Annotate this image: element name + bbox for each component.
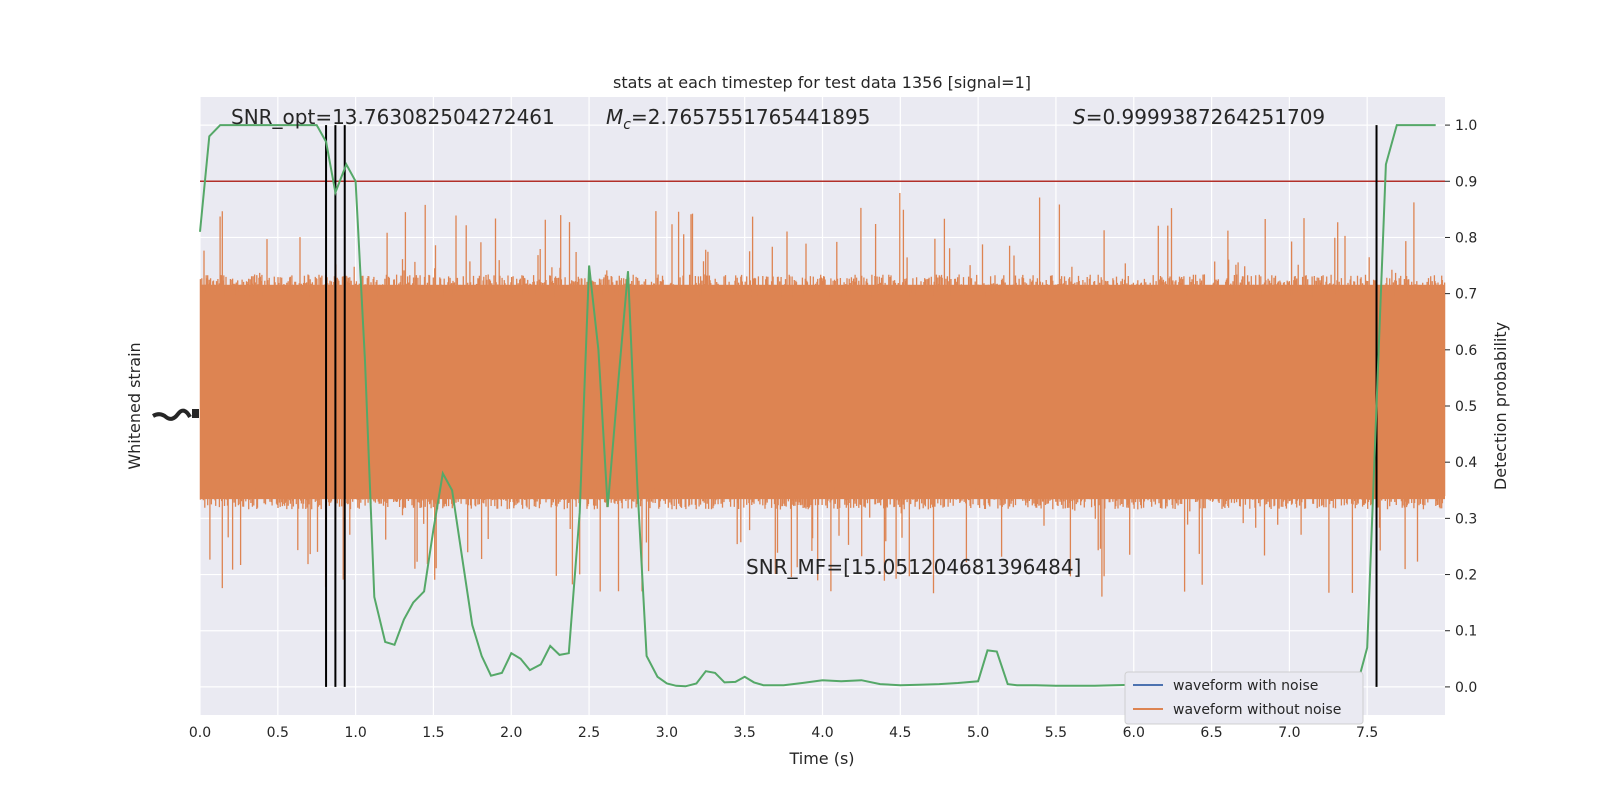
y-tick-label: 0.8 [1455,230,1477,246]
x-tick-label: 6.0 [1123,725,1145,741]
x-tick-label: 3.5 [734,725,756,741]
x-tick-labels: 0.0 0.5 1.0 1.5 2.0 2.5 3.0 3.5 4.0 4.5 5.0 5.5 6.0 6… [189,725,1378,741]
x-tick-label: 5.5 [1045,725,1067,741]
x-tick-label: 1.0 [344,725,366,741]
y-tick-label: 0.2 [1455,568,1477,584]
y-tick-label: 1.0 [1455,118,1477,134]
legend-box [1124,671,1364,725]
y-tick-label: 0.4 [1455,455,1477,471]
snr-opt-annotation: SNR_opt=13.763082504272461 [231,105,555,129]
x-tick-label: 7.0 [1278,725,1300,741]
x-axis-label: Time (s) [788,749,854,768]
chart-title: stats at each timestep for test data 135… [613,73,1031,92]
x-tick-label: 0.5 [267,725,289,741]
y-tick-label: 0.3 [1455,511,1477,527]
y-tick-label: 0.0 [1455,680,1477,696]
x-tick-label: 7.5 [1356,725,1378,741]
y-tick-label: 0.7 [1455,287,1477,303]
right-y-axis-label: Detection probability [1491,322,1510,490]
x-tick-label: 6.5 [1200,725,1222,741]
mc-value: =2.7657551765441895 [631,105,870,129]
snr-mf-annotation: SNR_MF=[15.051204681396484] [746,555,1081,579]
x-tick-label: 3.0 [656,725,678,741]
left-axis-squiggle [152,408,199,421]
left-y-axis-label: Whitened strain [125,342,144,469]
waveform-without-noise-series [199,193,1446,597]
legend: waveform with noise waveform without noi… [1124,671,1364,725]
x-tick-label: 2.0 [500,725,522,741]
y-tick-label: 0.9 [1455,174,1477,190]
x-tick-label: 5.0 [967,725,989,741]
x-tick-label: 1.5 [422,725,444,741]
mc-annotation: Mc=2.7657551765441895 [606,105,870,133]
strain-trace [199,193,1446,597]
mc-symbol: M [606,105,623,129]
x-tick-label: 2.5 [578,725,600,741]
mc-subscript: c [623,117,631,133]
y-tick-label: 0.6 [1455,343,1477,359]
s-annotation: S=0.9999387264251709 [1073,105,1325,129]
y-right-tick-labels: 0.0 0.1 0.2 0.3 0.4 0.5 0.6 0.7 0.8 0.9 1.0 [1445,118,1477,696]
x-tick-label: 0.0 [189,725,211,741]
x-tick-label: 4.5 [889,725,911,741]
legend-label-with-noise: waveform with noise [1173,678,1318,694]
vertical-markers [325,125,1378,687]
s-value: =0.9999387264251709 [1086,105,1325,129]
legend-label-without-noise: waveform without noise [1173,702,1341,718]
s-symbol: S [1073,105,1086,129]
y-tick-label: 0.1 [1455,624,1477,640]
x-tick-label: 4.0 [811,725,833,741]
y-tick-label: 0.5 [1455,399,1477,415]
